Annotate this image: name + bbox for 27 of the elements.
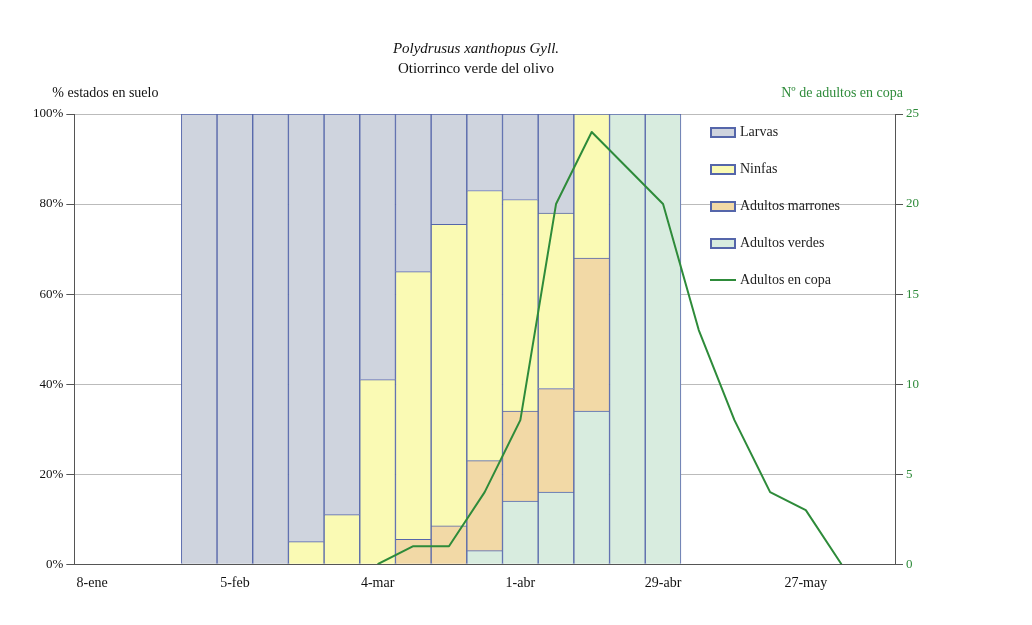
chart-subtitle: Otiorrinco verde del olivo [397,59,555,76]
y2-tick-label: 20 [906,195,919,211]
x-tick-label: 1-abr [505,575,536,591]
y-axis-title: % estados en suelo [52,84,159,100]
y2-tick-label: 25 [906,105,919,121]
y-tick-label: 40% [39,375,64,391]
y2-tick-label: 10 [906,375,919,391]
x-tick-label: 5-feb [220,575,250,591]
y2-tick-label: 5 [906,465,913,481]
y-tick-label: 80% [39,195,64,211]
x-tick-label: 8-ene [76,575,108,591]
x-tick-label: 4-mar [360,575,395,591]
legend-label: Adultos en copa [740,272,831,288]
chart-title: Polydrusus xanthopus Gyll. [391,39,560,56]
legend-label: Larvas [740,124,779,140]
y-tick-label: 20% [39,465,64,481]
y2-axis-title: Nº de adultos en copa [781,84,904,100]
x-tick-label: 27-may [784,575,828,591]
legend-label: Ninfas [740,161,778,177]
y-tick-label: 100% [32,105,64,121]
legend-label: Adultos verdes [740,235,825,251]
y-tick-label: 0% [45,555,64,571]
y2-tick-label: 15 [906,285,919,301]
y2-tick-label: 0 [906,555,913,571]
y-tick-label: 60% [39,285,64,301]
x-tick-label: 29-abr [644,575,682,591]
legend-label: Adultos marrones [740,198,840,214]
